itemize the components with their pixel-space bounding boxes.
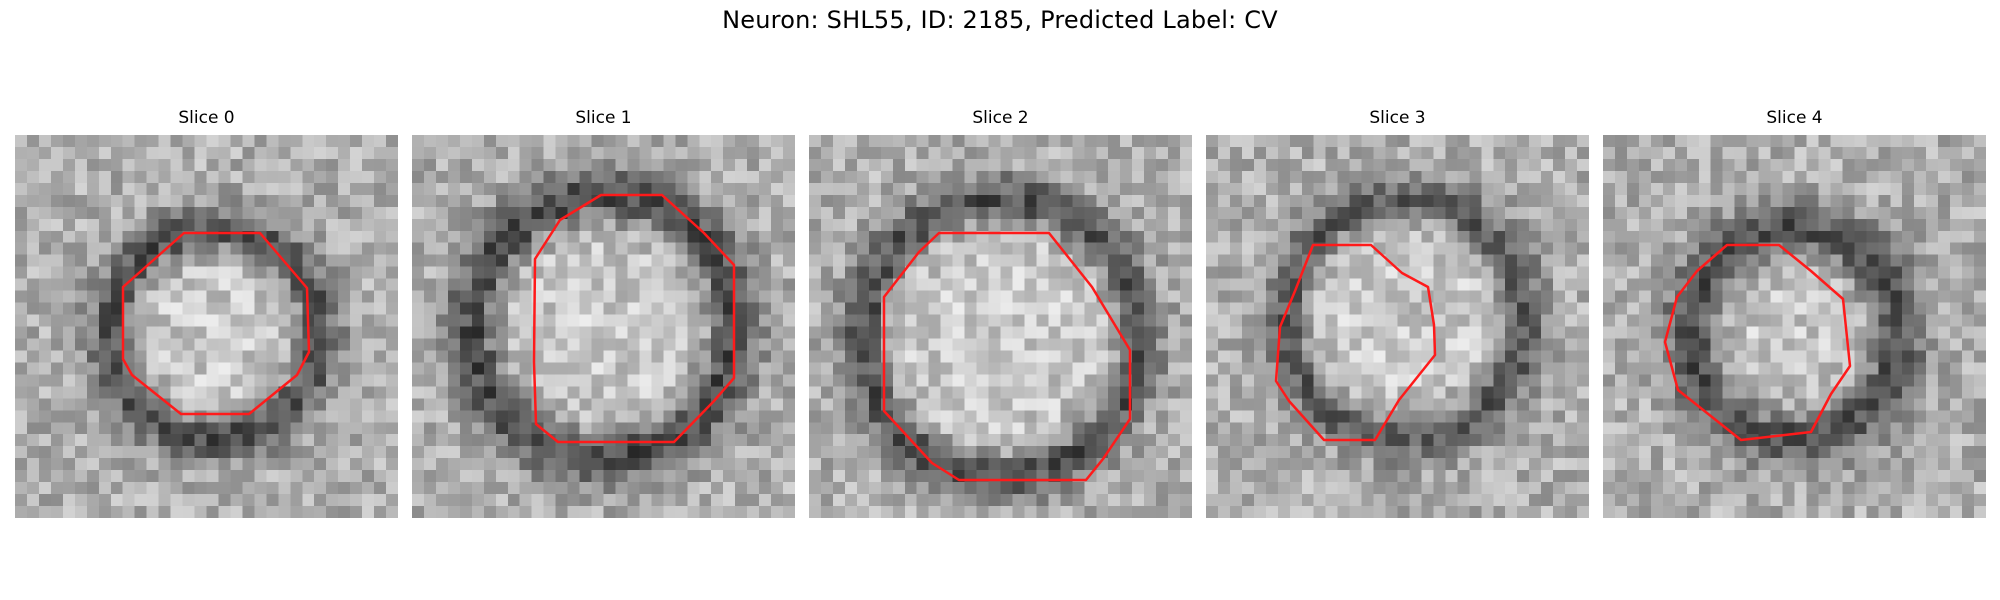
grayscale-micrograph [1206,135,1589,518]
vesicle-contour [532,193,736,444]
grayscale-micrograph [1603,135,1986,518]
slice-title: Slice 2 [972,108,1029,128]
vesicle-contour [1663,243,1852,442]
slice-title: Slice 4 [1766,108,1823,128]
contour-overlay [532,193,736,444]
vesicle-contour [1274,243,1437,442]
slice-image [809,135,1192,518]
contour-overlay [882,231,1132,482]
slice-image [1206,135,1589,518]
slice-title: Slice 1 [575,108,632,128]
contour-overlay [1663,243,1852,442]
slice-title: Slice 3 [1369,108,1426,128]
slice-image [15,135,398,518]
slice-title: Slice 0 [178,108,235,128]
grayscale-micrograph [15,135,398,518]
figure-title: Neuron: SHL55, ID: 2185, Predicted Label… [722,6,1278,34]
slice-image [412,135,795,518]
grayscale-micrograph [412,135,795,518]
grayscale-micrograph [809,135,1192,518]
vesicle-contour [882,231,1132,482]
contour-overlay [121,231,311,416]
slice-image [1603,135,1986,518]
vesicle-contour [121,231,311,416]
contour-overlay [1274,243,1437,442]
